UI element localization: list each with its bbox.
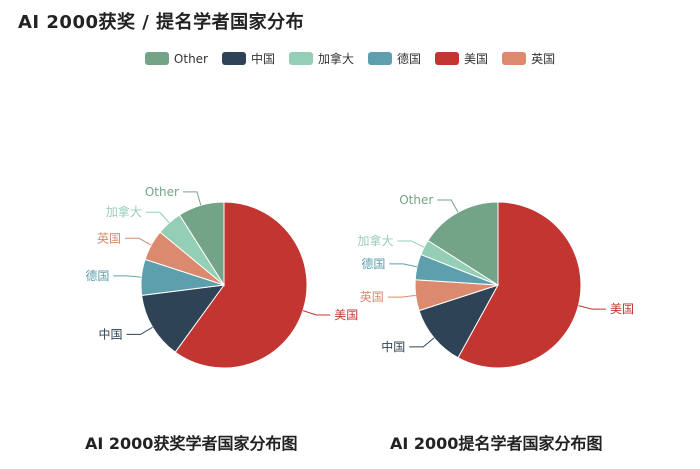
legend-swatch	[435, 52, 460, 65]
slice-label: Other	[399, 193, 433, 207]
slice-label: Other	[145, 185, 179, 199]
label-leader-line	[389, 263, 418, 268]
legend-item-uk[interactable]: 英国	[502, 50, 555, 67]
label-leader-line	[387, 294, 416, 298]
legend-swatch	[368, 52, 393, 65]
label-leader-line	[145, 211, 170, 224]
legend-swatch	[289, 52, 314, 65]
pie-slice[interactable]	[418, 284, 500, 359]
legend-item-usa[interactable]: 美国	[435, 50, 488, 67]
label-leader-line	[113, 275, 142, 278]
legend-label: 美国	[464, 52, 489, 66]
slice-label: 美国	[334, 308, 358, 322]
slice-label: 中国	[381, 339, 405, 354]
pie-slice[interactable]	[178, 201, 225, 287]
label-leader-line	[302, 310, 331, 316]
slice-label: 英国	[97, 231, 121, 245]
legend-label: Other	[173, 51, 208, 66]
legend-swatch	[502, 52, 527, 65]
label-leader-line	[124, 237, 152, 246]
slice-label: 德国	[361, 256, 385, 271]
slice-label: 中国	[98, 326, 122, 341]
chart-title-nominees: AI 2000提名学者国家分布图	[390, 434, 603, 453]
legend-label: 德国	[397, 52, 422, 66]
pie-slice[interactable]	[141, 284, 226, 353]
label-leader-line	[397, 240, 425, 248]
label-leader-line	[437, 199, 459, 213]
legend-item-china[interactable]: 中国	[222, 50, 275, 67]
legend-swatch	[222, 52, 246, 65]
legend: Other 中国 加拿大 德国 美国 英国	[0, 50, 700, 67]
legend-item-germany[interactable]: 德国	[368, 50, 421, 67]
legend-swatch	[144, 52, 169, 65]
legend-label: 中国	[251, 52, 276, 66]
slice-label: 加拿大	[106, 204, 142, 219]
label-leader-line	[578, 305, 606, 310]
legend-item-other[interactable]: Other	[144, 50, 208, 67]
chart-title-awards: AI 2000获奖学者国家分布图	[85, 434, 298, 453]
pie-slice[interactable]	[427, 201, 499, 286]
label-leader-line	[182, 191, 202, 206]
slice-label: 美国	[610, 302, 634, 316]
legend-label: 加拿大	[318, 52, 355, 66]
legend-item-canada[interactable]: 加拿大	[289, 50, 354, 67]
page-title: AI 2000获奖 / 提名学者国家分布	[18, 12, 305, 33]
legend-label: 英国	[531, 52, 556, 66]
label-leader-line	[126, 326, 153, 335]
label-leader-line	[409, 337, 435, 348]
slice-label: 加拿大	[358, 233, 394, 248]
slice-label: 德国	[85, 268, 109, 283]
slice-label: 英国	[360, 290, 384, 304]
